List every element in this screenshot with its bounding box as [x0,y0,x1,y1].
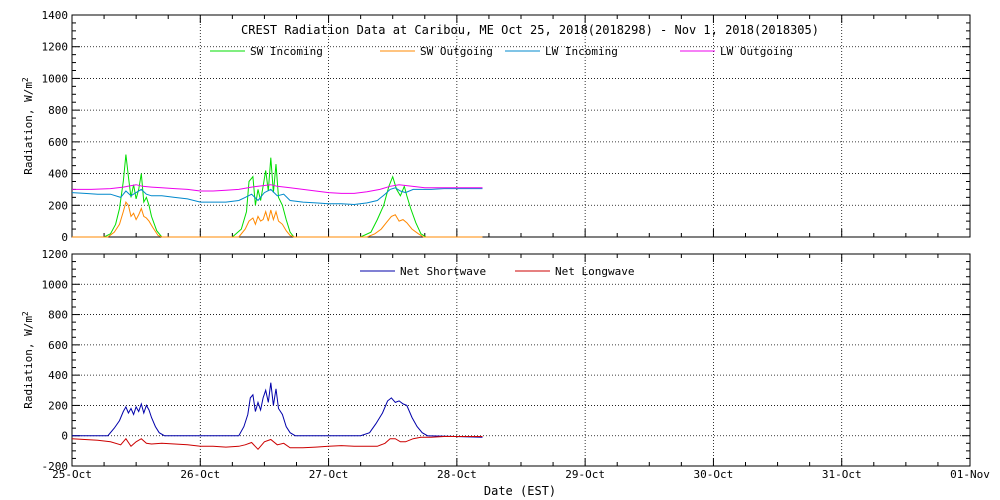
y-tick-label: 600 [48,136,68,149]
chart-panel-2: 25-Oct 26-Oct 27-Oct 28-Oct 29-Oct 30-Oct 31-O… [21,248,990,481]
y-tick-label: -200 [42,460,69,473]
legend-label: LW Incoming [545,45,618,58]
x-tick-label: 31-Oct [822,468,862,481]
x-tick-label: 01-Nov [950,468,990,481]
series-line-lw-outgoing [72,184,483,194]
chart-title: CREST Radiation Data at Caribou, ME Oct … [241,23,819,37]
series-line-sw-incoming [72,154,483,238]
y-axis-label: Radiation, W/m2 [21,77,35,175]
x-tick-label: 25-Oct [52,468,92,481]
y-tick-label: 200 [48,199,68,212]
legend-label: SW Incoming [250,45,323,58]
legend-label: Net Shortwave [400,265,486,278]
x-tick-label: 26-Oct [180,468,220,481]
y-tick-label: 1400 [42,9,69,22]
legend-label: Net Longwave [555,265,634,278]
x-tick-label: 28-Oct [437,468,477,481]
legend-label: LW Outgoing [720,45,793,58]
y-tick-label: 0 [61,231,68,244]
y-tick-label: 1000 [42,72,69,85]
series-line-sw-outgoing [72,201,483,238]
x-tick-label: 29-Oct [565,468,605,481]
y-tick-label: 0 [61,430,68,443]
y-tick-label: 1200 [42,248,69,261]
series-line-net-shortwave [72,382,483,438]
x-tick-label: 27-Oct [309,468,349,481]
y-tick-label: 800 [48,309,68,322]
legend-label: SW Outgoing [420,45,493,58]
plot-frame [71,253,971,467]
y-tick-label: 1000 [42,278,69,291]
x-tick-label: 30-Oct [694,468,734,481]
y-tick-label: 200 [48,399,68,412]
y-tick-label: 800 [48,104,68,117]
y-tick-label: 1200 [42,41,69,54]
y-axis-label: Radiation, W/m2 [21,311,35,409]
series-line-net-longwave [71,436,483,451]
plot-frame [71,14,971,238]
y-tick-label: 400 [48,168,68,181]
y-tick-label: 400 [48,369,68,382]
series-line-lw-incoming [71,187,483,206]
y-tick-label: 600 [48,339,68,352]
chart-panel-1: 0 200 400 600 800 1000 1200 1400 Radiation, W/m2… [21,9,971,244]
x-axis-label: Date (EST) [484,484,556,498]
